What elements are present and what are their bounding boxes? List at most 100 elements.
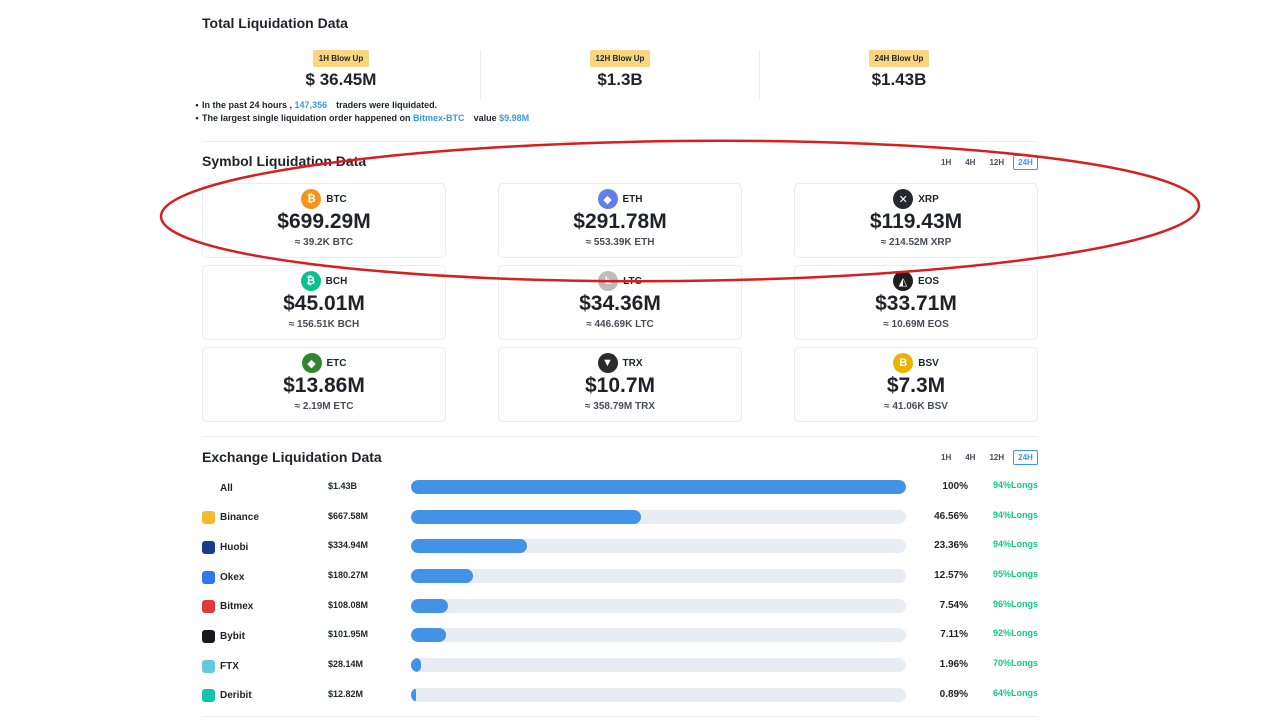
symbol-amount: ≈ 156.51K BCH <box>288 319 360 330</box>
exchange-percent: 100% <box>942 481 968 492</box>
ftx-icon <box>200 658 217 674</box>
exchange-liquidation-title: Exchange Liquidation Data <box>202 449 382 465</box>
exchange-name: Bybit <box>220 630 245 642</box>
symbol-card-btc[interactable]: ₿ BTC $699.29M ≈ 39.2K BTC <box>202 183 446 258</box>
exchange-name-cell: All <box>200 480 233 496</box>
tab-1h[interactable]: 1H <box>941 453 952 462</box>
blowup-24h: 24H Blow Up $1.43B <box>759 50 1038 100</box>
tab-4h[interactable]: 4H <box>965 158 976 167</box>
symbol-name: LTC <box>623 275 642 287</box>
exchange-name-cell: Okex <box>200 569 244 585</box>
tab-24h[interactable]: 24H <box>1013 155 1038 170</box>
exchange-share-bar <box>411 598 906 613</box>
exchange-share-fill <box>411 687 416 702</box>
exchange-share-fill <box>411 598 449 613</box>
tab-24h[interactable]: 24H <box>1013 450 1038 465</box>
exchange-name: Huobi <box>220 541 249 553</box>
exchange-row-deribit: Deribit $12.82M 0.89% 64%Longs <box>200 684 1040 714</box>
exchange-share-fill <box>411 480 906 494</box>
huobi-icon <box>200 539 217 555</box>
largest-order-pair-link[interactable]: Bitmex-BTC <box>413 113 465 123</box>
exchange-percent: 1.96% <box>939 659 968 671</box>
symbol-card-etc[interactable]: ◆ ETC $13.86M ≈ 2.19M ETC <box>202 347 446 422</box>
exchange-table: All $1.43B 100% 94%Longs Binance $667.58M 46.5… <box>200 476 1040 714</box>
exchange-share-bar <box>411 687 906 702</box>
symbol-card-eos[interactable]: ◭ EOS $33.71M ≈ 10.69M EOS <box>794 265 1038 340</box>
symbol-name: BCH <box>325 275 348 287</box>
total-liquidation-title: Total Liquidation Data <box>202 15 348 31</box>
blowup-value: $1.3B <box>597 70 643 89</box>
tab-4h[interactable]: 4H <box>965 453 976 462</box>
symbol-card-header: ✕ XRP <box>893 189 939 209</box>
symbol-timeframe-tabs: 1H 4H 12H 24H <box>936 155 1038 170</box>
symbol-value: $13.86M <box>283 374 365 397</box>
symbol-card-eth[interactable]: ◆ ETH $291.78M ≈ 553.39K ETH <box>498 183 742 258</box>
tab-1h[interactable]: 1H <box>941 158 952 167</box>
symbol-card-header: B BSV <box>893 353 939 373</box>
exchange-amount: $108.08M <box>328 599 369 610</box>
exchange-share-fill <box>411 539 527 554</box>
symbol-card-bsv[interactable]: B BSV $7.3M ≈ 41.06K BSV <box>794 347 1038 422</box>
blowup-badge: 1H Blow Up <box>312 50 370 67</box>
exchange-longs: 96%Longs <box>992 598 1038 609</box>
exchange-name: Binance <box>220 512 259 524</box>
exchange-percent: 12.57% <box>934 570 968 582</box>
tab-12h[interactable]: 12H <box>989 158 1005 167</box>
tab-12h[interactable]: 12H <box>989 453 1005 462</box>
exchange-percent: 0.89% <box>939 688 968 700</box>
exchange-name: Deribit <box>220 690 252 702</box>
eos-icon: ◭ <box>892 271 913 291</box>
symbol-amount: ≈ 2.19M ETC <box>294 401 354 412</box>
symbol-card-header: ◭ EOS <box>892 271 939 291</box>
exchange-amount: $28.14M <box>328 659 364 670</box>
symbol-card-bch[interactable]: ₿ BCH $45.01M ≈ 156.51K BCH <box>202 265 446 340</box>
symbol-amount: ≈ 214.52M XRP <box>880 237 952 248</box>
symbol-name: ETH <box>622 193 643 205</box>
symbol-value: $45.01M <box>283 292 365 315</box>
exchange-share-bar <box>411 539 906 554</box>
symbol-amount: ≈ 10.69M EOS <box>883 319 949 330</box>
exchange-row-bitmex: Bitmex $108.08M 7.54% 96%Longs <box>200 595 1040 625</box>
exchange-name-cell: Binance <box>200 510 259 526</box>
exchange-name: Okex <box>220 571 245 583</box>
note-text: In the past 24 hours , <box>202 100 293 110</box>
symbol-card-trx[interactable]: ▼ TRX $10.7M ≈ 358.79M TRX <box>498 347 742 422</box>
trader-count: 147,356 <box>294 100 328 110</box>
symbol-amount: ≈ 553.39K ETH <box>585 237 655 248</box>
symbol-card-ltc[interactable]: Ł LTC $34.36M ≈ 446.69K LTC <box>498 265 742 340</box>
exchange-share-fill <box>411 509 642 524</box>
symbol-card-grid: ₿ BTC $699.29M ≈ 39.2K BTC ◆ ETH $291.78M ≈ 553… <box>202 183 1038 422</box>
blowup-value: $1.43B <box>871 70 927 89</box>
exchange-longs: 94%Longs <box>992 509 1038 520</box>
exchange-amount: $334.94M <box>328 540 369 551</box>
note-text: The largest single liquidation order hap… <box>202 113 411 123</box>
exchange-share-fill <box>411 628 447 643</box>
symbol-value: $699.29M <box>277 210 371 233</box>
note-text: traders were liquidated. <box>336 100 438 110</box>
note-traders: • In the past 24 hours , 147,356 traders… <box>192 99 529 112</box>
total-blowup-panel: 1H Blow Up $ 36.45M 12H Blow Up $1.3B 24… <box>202 50 1038 100</box>
exchange-name-cell: Bitmex <box>200 599 253 615</box>
deribit-icon <box>200 688 217 704</box>
symbol-name: BSV <box>918 357 939 369</box>
bch-icon: ₿ <box>300 271 321 291</box>
symbol-card-xrp[interactable]: ✕ XRP $119.43M ≈ 214.52M XRP <box>794 183 1038 258</box>
exchange-longs: 94%Longs <box>992 539 1038 550</box>
exchange-row-huobi: Huobi $334.94M 23.36% 94%Longs <box>200 535 1040 565</box>
symbol-liquidation-title: Symbol Liquidation Data <box>202 153 367 169</box>
exchange-amount: $12.82M <box>328 688 364 699</box>
exchange-longs: 64%Longs <box>992 687 1038 698</box>
exchange-amount: $1.43B <box>328 481 358 491</box>
blowup-1h: 1H Blow Up $ 36.45M <box>202 50 480 100</box>
exchange-amount: $180.27M <box>328 570 369 581</box>
blowup-badge: 24H Blow Up <box>868 50 930 67</box>
exchange-percent: 23.36% <box>934 540 968 552</box>
bullet: • <box>195 100 199 110</box>
exchange-longs: 94%Longs <box>992 480 1038 490</box>
exchange-percent: 7.54% <box>939 599 968 611</box>
note-largest-order: • The largest single liquidation order h… <box>192 112 529 125</box>
bybit-icon <box>200 628 217 644</box>
exchange-name-cell: FTX <box>200 658 239 674</box>
exchange-share-fill <box>411 569 474 584</box>
symbol-card-header: ◆ ETH <box>597 189 643 209</box>
